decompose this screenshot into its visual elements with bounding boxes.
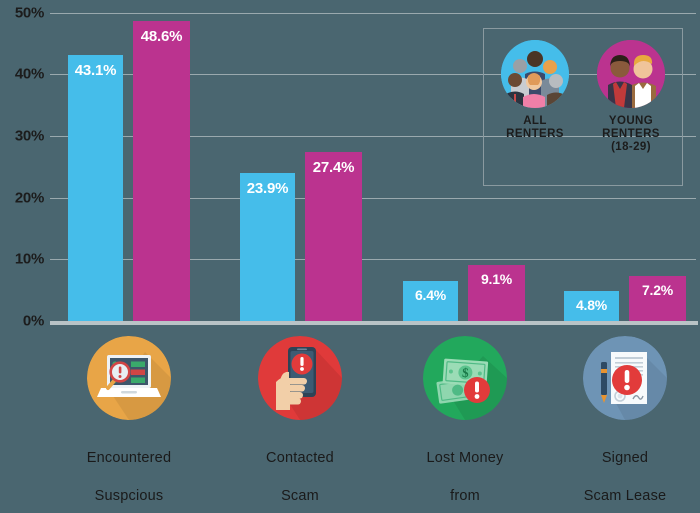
category-label-line-2: Scam Lease [583,488,667,504]
bar-all-renters-lost-money-from-fraud[interactable]: 6.4% [403,281,458,321]
two-young-people-icon [597,40,665,108]
legend-item-young-renters[interactable]: YOUNG RENTERS (18-29) [587,40,675,154]
svg-text:$: $ [462,365,470,380]
y-tick-label-30: 30% [14,127,44,145]
category-label-contacted-scam-rental: Contacted Scam Rental [225,430,375,513]
bar-value-label: 4.8% [575,297,608,313]
bar-fill [133,21,190,321]
legend-items: ALL RENTERS [484,29,682,154]
category-label-encountered-suspcious-listings: Encountered Suspcious Listings [54,430,204,513]
gridline-40 [50,74,696,75]
bar-young-renters-contacted-scam-rental[interactable]: 27.4% [305,152,362,321]
category-label-line-1: Contacted [266,450,334,466]
bar-young-renters-encountered-suspcious-listings[interactable]: 48.6% [133,21,190,321]
category-label-line-2: Scam [281,488,319,504]
category-label-line-1: Lost Money [426,450,504,466]
phone-scam-alert-icon [258,336,342,420]
money-fraud-alert-icon-glyph: $ [423,336,507,420]
gridline-30 [50,136,696,137]
category-label-signed-scam-lease: Signed Scam Lease [550,430,700,513]
bar-fill [403,281,458,321]
bar-all-renters-encountered-suspcious-listings[interactable]: 43.1% [68,55,123,321]
category-contacted-scam-rental: Contacted Scam Rental [225,336,375,513]
phone-scam-alert-icon-glyph [258,336,342,420]
bar-all-renters-contacted-scam-rental[interactable]: 23.9% [240,173,295,321]
bar-value-label: 6.4% [414,287,447,303]
bar-fill [468,265,525,321]
plot-area: 43.1% 48.6% 23.9% 27.4% 6.4% 9.1% 4.8% [68,21,686,321]
category-label-lost-money-from-fraud: Lost Money from Fraud [390,430,540,513]
laptop-suspicious-listing-icon-glyph [87,336,171,420]
category-label-line-2: Suspcious [94,488,164,504]
category-label-line-1: Encountered [86,450,172,466]
bar-value-label: 23.9% [246,180,289,197]
bar-fill [240,173,295,321]
y-tick-label-0: 0% [22,312,44,330]
bar-value-label: 43.1% [74,62,117,79]
legend-label-line-2: RENTERS [602,128,660,140]
bar-value-label: 27.4% [312,159,355,176]
category-signed-scam-lease: Signed Scam Lease [550,336,700,513]
legend-label-line-2: RENTERS [506,128,564,140]
category-label-line-2: from [450,488,480,504]
legend-label-line-1: YOUNG [608,115,654,127]
legend: ALL RENTERS [483,28,683,186]
legend-label-young-renters: YOUNG RENTERS (18-29) [587,115,675,154]
y-tick-label-10: 10% [14,250,44,268]
category-label-line-1: Signed [601,450,649,466]
bar-value-label: 7.2% [641,282,674,298]
y-tick-label-20: 20% [14,189,44,207]
y-tick-label-50: 50% [14,4,44,22]
legend-label-line-3: (18-29) [611,141,651,153]
bar-value-label: 48.6% [140,28,183,45]
gridline-20 [50,198,696,199]
group-people-icon-glyph [501,40,569,108]
bar-young-renters-signed-scam-lease[interactable]: 7.2% [629,276,686,321]
bar-fill [564,291,619,321]
legend-item-all-renters[interactable]: ALL RENTERS [491,40,579,141]
category-encountered-suspcious-listings: Encountered Suspcious Listings [54,336,204,513]
laptop-suspicious-listing-icon [87,336,171,420]
gridline-10 [50,259,696,260]
bar-fill [305,152,362,321]
baseline-axis [50,321,698,325]
category-lost-money-from-fraud: $ Lost Money from Fraud [390,336,540,513]
bar-all-renters-signed-scam-lease[interactable]: 4.8% [564,291,619,321]
gridline-50 [50,13,696,14]
group-people-icon [501,40,569,108]
y-tick-label-40: 40% [14,65,44,83]
legend-label-line-1: ALL [523,115,547,127]
bar-value-label: 9.1% [480,271,513,287]
lease-document-alert-icon [583,336,667,420]
bar-fill [68,55,123,321]
two-young-people-icon-glyph [597,40,665,108]
bar-fill [629,276,686,321]
money-fraud-alert-icon: $ [423,336,507,420]
legend-label-all-renters: ALL RENTERS [491,115,579,141]
lease-document-alert-icon-glyph [583,336,667,420]
bar-young-renters-lost-money-from-fraud[interactable]: 9.1% [468,265,525,321]
